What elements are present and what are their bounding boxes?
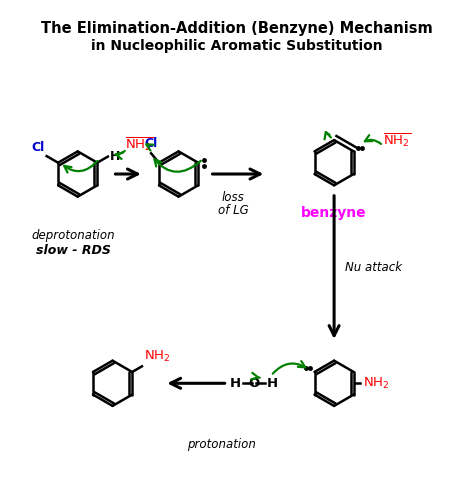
Text: deprotonation: deprotonation — [31, 228, 115, 242]
Text: H: H — [267, 377, 278, 390]
Text: slow - RDS: slow - RDS — [36, 244, 110, 257]
Text: in Nucleophilic Aromatic Substitution: in Nucleophilic Aromatic Substitution — [91, 39, 383, 53]
Text: loss: loss — [222, 191, 245, 204]
Text: H: H — [110, 150, 120, 163]
Text: $\rm NH_2$: $\rm NH_2$ — [363, 376, 390, 391]
Text: The Elimination-Addition (Benzyne) Mechanism: The Elimination-Addition (Benzyne) Mecha… — [41, 21, 433, 36]
Text: H: H — [229, 377, 241, 390]
Text: Cl: Cl — [145, 137, 158, 151]
Text: protonation: protonation — [187, 438, 255, 451]
Text: O: O — [248, 377, 260, 390]
Text: $\rm NH_2$: $\rm NH_2$ — [144, 349, 171, 364]
Text: $\overline{\rm NH_2}$: $\overline{\rm NH_2}$ — [125, 135, 153, 153]
Text: $\overline{\rm NH_2}$: $\overline{\rm NH_2}$ — [383, 131, 411, 149]
Text: Nu attack: Nu attack — [346, 261, 402, 274]
Text: Cl: Cl — [32, 141, 45, 154]
Text: benzyne: benzyne — [301, 206, 367, 220]
Text: of LG: of LG — [218, 204, 248, 217]
